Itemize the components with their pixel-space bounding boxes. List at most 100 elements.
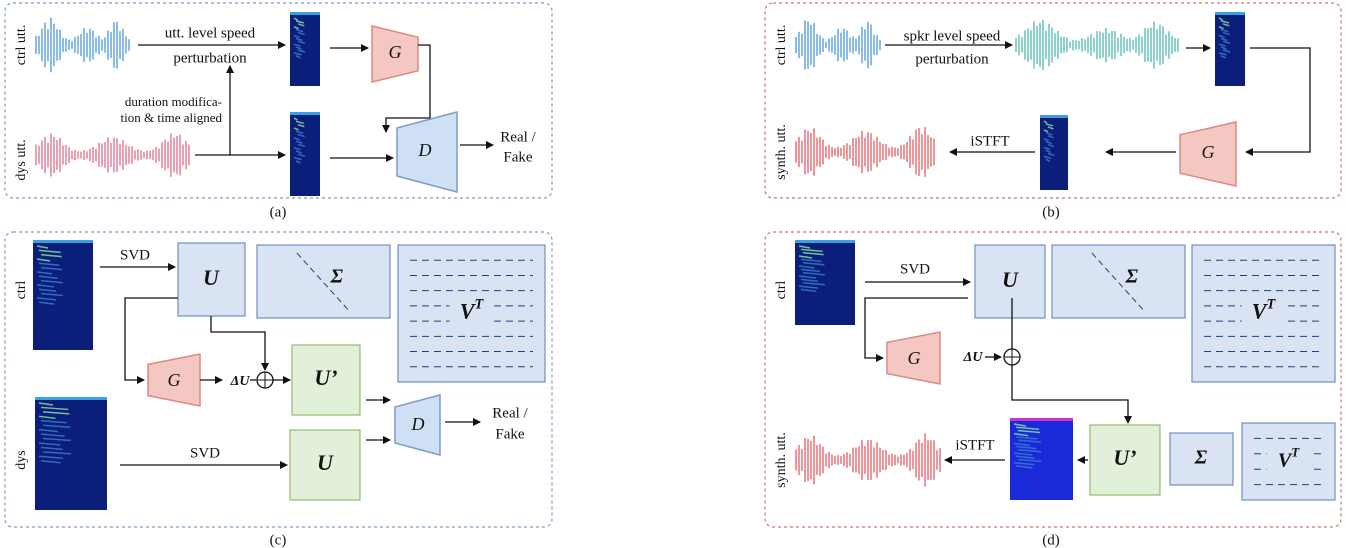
matrix-label-base: V [1252,299,1269,324]
matrix-label: Σ [1194,447,1208,469]
matrix-label-sup: T [1266,297,1276,313]
spectrogram-streak [295,120,304,125]
spectrogram-streak [1222,31,1230,36]
spectrogram [33,240,93,350]
vt-label-bg [449,299,494,328]
spectrogram-streak [293,127,299,131]
spectrogram-streak [42,437,71,442]
waveform [795,20,881,70]
spectrogram-streak [1220,55,1226,59]
spectrogram-streak [1013,442,1031,447]
arrow [864,297,968,362]
label: perturbation [915,51,989,67]
spectrogram-streak [1015,426,1040,430]
spectrogram-streak [40,459,61,464]
spectrogram-streak [293,137,300,141]
matrix-box [289,429,361,501]
spectrogram-streak [1045,123,1054,127]
matrix-label: U [203,265,220,290]
spectrogram-streak [800,248,823,253]
spectrogram-streak [800,288,817,293]
spectrogram-streak [38,262,60,267]
spectrogram-streak [293,146,301,151]
panel-border [4,231,553,528]
spectrogram-streak [800,278,819,283]
panel-border [764,2,1342,199]
spectrogram-streak [40,446,63,451]
generator-label: G [389,42,402,62]
label: perturbation [173,50,247,66]
spectrogram [1040,115,1068,190]
spectrogram-streak [295,160,301,164]
panel-border [4,2,553,199]
vt-label-bg [1266,447,1311,476]
spectrogram-streak [297,31,305,36]
caption: (b) [1042,204,1060,220]
spectrogram-streak [798,245,811,249]
spectrogram-streak [798,285,819,289]
label: synth. utt. [774,124,789,180]
spectrogram-streak [1043,129,1049,133]
spectrogram-bg [290,112,320,196]
spectrogram-streak [293,43,301,47]
spectrogram-streak [297,49,306,53]
matrix-box [1089,424,1161,496]
matrix-label: VT [1252,297,1277,324]
spectrogram-streak [1015,455,1035,459]
caption: (a) [270,204,287,220]
label: Fake [495,426,525,442]
spectrogram-bg [290,12,320,86]
arrow [1011,365,1132,424]
spectrogram-streak [802,251,824,256]
spectrogram-streak [1047,152,1055,157]
delta-label: ΔU [963,350,984,365]
spectrogram-streak [1220,46,1227,50]
spectrogram-streak [798,255,813,259]
caption: (d) [1042,532,1060,548]
matrix-label: Σ [330,265,344,287]
matrix-label: U [317,450,334,475]
spectrogram-streak [1043,120,1048,124]
spectrogram-streak [38,455,63,460]
spectrogram-streak [1013,461,1035,466]
spectrogram-streak [38,428,59,433]
spectrogram-streak [295,150,302,154]
generator-label: G [1202,142,1215,162]
label: dys utt. [14,139,29,180]
spectrogram-streak [1017,429,1041,434]
matrix-label: VT [460,297,485,324]
spectrogram-streak [42,411,70,415]
label: Real / [500,129,536,145]
waveform [1015,19,1179,71]
spectrogram-streak [297,143,306,148]
spectrogram-streak [800,268,820,273]
spectrogram-streak [40,253,62,258]
spectrogram-streak [1222,49,1231,53]
spectrogram-top [795,240,855,243]
spectrogram-streak [1043,155,1051,160]
matrix-label: U [1002,267,1019,292]
matrix-label-base: V [460,299,477,324]
label: ctrl [14,281,29,300]
spectrogram [1215,12,1245,86]
waveform [795,433,941,487]
spectrogram-streak [40,420,67,424]
delta-label: ΔU [230,374,251,389]
spectrogram-streak [802,281,826,286]
diagonal [296,252,351,313]
label: dys [14,450,29,469]
label: ctrl utt. [774,25,789,65]
spectrogram-streak [1015,465,1033,469]
spectrogram-top [1215,12,1245,15]
spectrogram-streak [42,424,71,428]
matrix-label: VT [1278,445,1300,471]
spectrogram-streak [802,261,825,266]
spectrogram-streak [1017,458,1042,463]
discriminator [394,394,441,456]
label: utt. level speed [165,25,256,41]
spectrogram-streak [798,265,815,269]
spectrogram-streak [1015,445,1037,450]
spectrogram-streak [293,52,302,56]
spectrogram-streak [1220,28,1229,33]
spectrogram-streak [36,271,53,275]
